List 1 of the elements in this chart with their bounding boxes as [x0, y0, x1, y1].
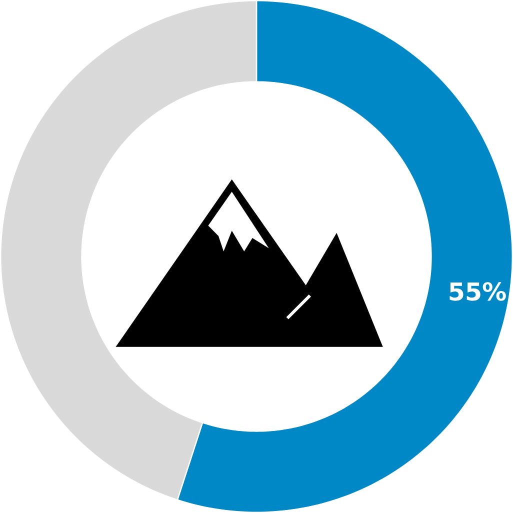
- data-label: 55%: [450, 282, 506, 301]
